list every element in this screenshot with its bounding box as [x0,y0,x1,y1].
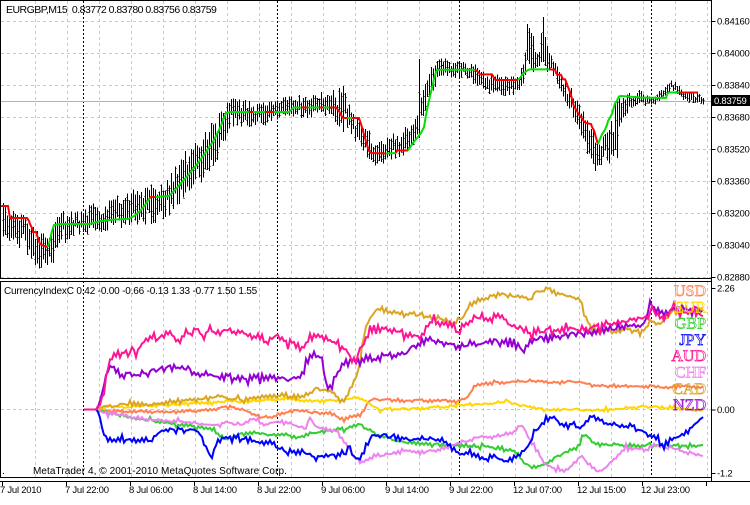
svg-text:0.83360: 0.83360 [717,177,750,188]
svg-text:.: . [2,466,5,477]
svg-text:JPY: JPY [679,332,706,349]
svg-text:0.83040: 0.83040 [717,241,750,252]
svg-text:9 Jul 22:00: 9 Jul 22:00 [449,485,493,496]
svg-text:CHF: CHF [675,365,706,382]
svg-text:0.84160: 0.84160 [717,17,750,28]
svg-text:12 Jul 07:00: 12 Jul 07:00 [513,485,562,496]
svg-text:0.83200: 0.83200 [717,209,750,220]
svg-text:9 Jul 06:00: 9 Jul 06:00 [321,485,365,496]
svg-text:0.84000: 0.84000 [717,49,750,60]
svg-text:7 Jul 2010: 7 Jul 2010 [0,485,41,496]
svg-text:AUD: AUD [671,348,706,365]
svg-text:NZD: NZD [673,397,706,414]
svg-text:EURGBP,M15 0.83772 0.83780 0.: EURGBP,M15 0.83772 0.83780 0.83756 0.837… [6,4,217,16]
svg-text:EUR: EUR [674,299,706,316]
svg-text:0.83840: 0.83840 [717,81,750,92]
svg-text:9 Jul 14:00: 9 Jul 14:00 [385,485,429,496]
svg-text:8 Jul 22:00: 8 Jul 22:00 [257,485,301,496]
svg-text:12 Jul 15:00: 12 Jul 15:00 [577,485,626,496]
svg-text:0.82880: 0.82880 [717,273,750,284]
svg-text:0.83680: 0.83680 [717,113,750,124]
svg-text:7 Jul 22:00: 7 Jul 22:00 [65,485,109,496]
svg-text:CAD: CAD [672,381,706,398]
svg-text:USD: USD [674,283,706,300]
svg-text:0.83759: 0.83759 [714,96,747,107]
svg-text:12 Jul 23:00: 12 Jul 23:00 [641,485,690,496]
svg-text:GBP: GBP [675,316,706,333]
svg-text:CurrencyIndexC 0.42 -0.00 -0.6: CurrencyIndexC 0.42 -0.00 -0.66 -0.13 1.… [4,286,258,297]
svg-text:0.00: 0.00 [717,405,735,416]
svg-text:-1.2: -1.2 [717,469,732,480]
svg-text:8 Jul 06:00: 8 Jul 06:00 [129,485,173,496]
svg-text:2.26: 2.26 [717,284,735,295]
svg-text:0.83520: 0.83520 [717,145,750,156]
svg-text:MetaTrader 4, © 2001-2010 Meta: MetaTrader 4, © 2001-2010 MetaQuotes Sof… [33,466,287,477]
svg-text:8 Jul 14:00: 8 Jul 14:00 [193,485,237,496]
